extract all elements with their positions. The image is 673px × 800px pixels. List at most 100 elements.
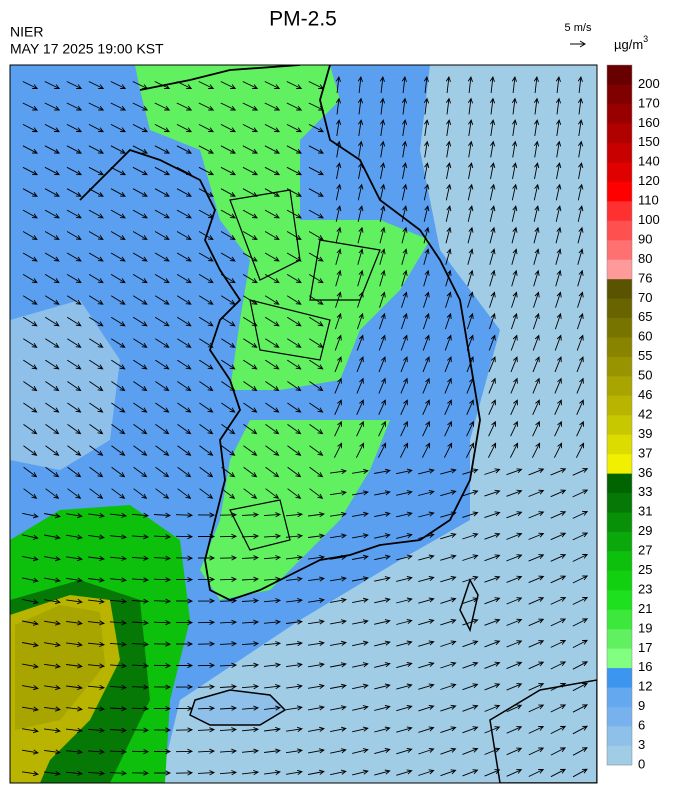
colorbar-segment [607,687,632,707]
wind-arrow [330,533,347,539]
wind-arrow [374,619,391,625]
wind-arrow [352,726,369,733]
wind-arrow [462,468,479,475]
wind-arrow [131,727,150,733]
wind-scale-head [579,40,586,48]
wind-arrow [554,420,562,437]
wind-arrow [219,555,238,561]
wind-arrow [286,619,303,625]
wind-arrow [510,334,518,351]
wind-arrow [66,166,83,176]
wind-arrow [555,291,562,308]
wind-arrow [175,770,194,776]
wind-arrow [330,619,347,625]
wind-arrow [533,183,540,201]
wind-arrow [177,466,192,478]
wind-arrow [484,468,501,475]
wind-arrow [506,704,523,713]
wind-arrow [109,620,128,626]
wind-arrow [286,597,303,604]
wind-arrow [445,183,452,201]
wind-arrow [66,556,83,562]
wind-arrow [308,231,324,241]
wind-arrow [352,640,369,647]
wind-arrow [88,123,105,133]
wind-arrow [418,597,435,604]
wind-arrow [66,231,82,241]
colorbar-segment [607,415,632,435]
wind-arrow [45,488,60,499]
wind-arrow [264,231,280,241]
wind-arrow [154,770,172,776]
wind-arrow [111,488,126,499]
wind-arrow [219,748,238,754]
colorbar-label: 42 [638,406,652,421]
wind-arrow [468,140,474,158]
low-pm-area [10,300,120,470]
wind-arrow [220,209,236,219]
wind-arrow [533,97,540,115]
wind-arrow [374,554,391,561]
wind-arrow [487,442,497,458]
wind-arrow [22,145,39,154]
wind-arrow [219,641,238,647]
wind-arrow [445,205,452,222]
coastline [79,65,481,601]
colorbar-segment [607,648,632,669]
wind-arrow [286,295,302,305]
wind-arrow [484,618,501,626]
wind-arrow [352,705,369,711]
wind-arrow [241,684,260,690]
wind-arrow [396,640,413,647]
wind-arrow [484,747,501,755]
wind-arrow [462,747,479,755]
wind-arrow [401,291,408,308]
wind-arrow [396,662,413,669]
wind-arrow [572,597,589,605]
wind-arrow [177,402,192,413]
wind-arrow [198,81,215,89]
colorbar-label: 100 [638,212,660,227]
wind-arrow [550,468,567,476]
wind-arrow [265,359,280,370]
wind-arrow [242,123,259,133]
colorbar-label: 76 [638,270,652,285]
colorbar-label: 90 [638,231,652,246]
wind-arrow [467,205,474,222]
wind-arrow [554,334,562,351]
wind-arrow [572,661,589,670]
wind-arrow [462,597,479,605]
wind-arrow [374,748,391,755]
wind-arrow [44,102,61,111]
wind-arrow [445,226,452,244]
wind-arrow [110,295,126,305]
wind-arrow [88,209,104,219]
wind-arrow [177,359,192,370]
wind-arrow [264,683,281,690]
wind-arrow [22,123,39,133]
yellow-area [15,605,105,730]
wind-arrow [308,511,325,518]
wind-arrow [446,162,452,179]
wind-arrow [88,295,104,305]
wind-arrow [109,684,128,690]
wind-arrow [462,618,479,626]
wind-arrow [177,445,192,456]
wind-arrow [553,442,563,458]
wind-arrow [440,704,457,712]
wind-arrow [175,598,194,604]
wind-arrow [462,683,479,691]
wind-arrow [440,511,457,518]
wind-arrow [154,166,171,176]
wind-arrow [576,356,584,373]
wind-arrow [153,620,172,626]
wind-arrow [401,269,408,287]
wind-arrow [308,619,325,625]
wind-arrow [44,209,60,219]
wind-arrow [220,102,237,111]
title: PM-2.5 [269,8,337,31]
wind-arrow [357,97,364,115]
wind-arrow [511,269,518,287]
wind-arrow [198,555,216,561]
wind-arrow [378,420,386,437]
